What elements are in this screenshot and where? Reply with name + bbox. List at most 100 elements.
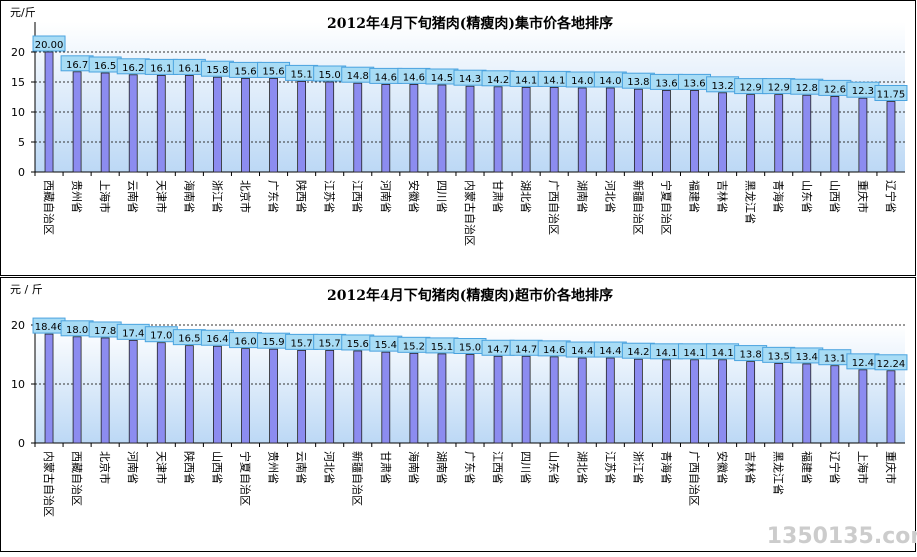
value-label: 16.5: [178, 334, 200, 345]
value-label: 13.5: [768, 351, 790, 362]
x-tick-label: 浙江省: [210, 180, 223, 213]
x-tick-label: 广西自治区: [688, 451, 702, 506]
x-tick-label: 上海市: [98, 180, 112, 213]
value-label: 14.7: [487, 344, 509, 355]
bar: [241, 348, 250, 444]
value-label: 14.5: [431, 73, 453, 84]
value-label: 16.2: [122, 63, 144, 74]
value-label: 14.3: [459, 74, 481, 85]
x-tick-label: 河南省: [379, 180, 392, 213]
value-label: 15.4: [375, 340, 397, 351]
value-label: 17.0: [150, 331, 172, 342]
value-label: 14.4: [599, 346, 621, 357]
value-label: 18.46: [35, 322, 64, 333]
bar: [690, 359, 699, 444]
x-tick-label: 海南省: [407, 451, 421, 484]
value-label: 14.0: [571, 76, 593, 87]
value-label: 14.2: [627, 347, 649, 358]
value-label: 14.1: [655, 348, 677, 359]
y-tick-label: 10: [11, 106, 25, 119]
value-label: 17.4: [122, 328, 144, 339]
value-label: 15.7: [290, 338, 312, 349]
x-tick-label: 上海市: [856, 451, 870, 484]
y-tick-label: 5: [18, 136, 25, 149]
value-label: 15.6: [234, 66, 256, 77]
value-label: 14.4: [571, 346, 593, 357]
bar: [156, 342, 166, 444]
value-label: 12.24: [877, 359, 906, 370]
bar: [156, 75, 166, 173]
bar: [830, 365, 840, 444]
x-tick-label: 四川省: [435, 180, 448, 213]
x-tick-label: 重庆市: [856, 180, 870, 213]
x-tick-label: 黑龙江省: [744, 180, 757, 224]
bar: [577, 357, 587, 444]
value-label: 13.2: [711, 81, 733, 92]
x-tick-label: 安徽省: [716, 451, 730, 484]
value-label: 14.2: [487, 75, 509, 86]
value-label: 15.2: [403, 341, 425, 352]
value-label: 12.6: [824, 84, 846, 95]
x-tick-label: 湖北省: [575, 451, 588, 484]
bar: [437, 353, 447, 444]
value-label: 14.6: [375, 72, 397, 83]
value-label: 16.1: [178, 63, 200, 74]
value-label-box: [874, 354, 908, 371]
x-tick-label: 北京市: [238, 180, 252, 213]
y-tick-label: 0: [18, 437, 25, 450]
value-label: 14.0: [599, 76, 621, 87]
x-tick-label: 吉林省: [744, 451, 758, 484]
value-label: 14.1: [543, 75, 565, 86]
x-tick-label: 广东省: [463, 451, 476, 484]
x-tick-label: 河南省: [126, 451, 139, 484]
x-tick-label: 北京市: [98, 451, 112, 484]
x-tick-label: 黑龙江省: [772, 451, 785, 495]
bar: [886, 101, 896, 173]
value-label: 15.1: [431, 342, 453, 353]
x-tick-label: 山西省: [828, 180, 841, 213]
bar: [858, 97, 868, 173]
value-label: 15.7: [319, 338, 341, 349]
bar: [605, 87, 615, 173]
value-label: 14.1: [515, 75, 537, 86]
y-tick-label: 20: [11, 46, 25, 59]
chart-title: 2012年4月下旬猪肉(精瘦肉)超市价各地排序: [327, 287, 613, 304]
x-tick-label: 江西省: [351, 180, 364, 213]
x-tick-label: 江苏省: [323, 180, 336, 213]
value-label: 12.9: [768, 83, 790, 94]
watermark: 1350135.com: [767, 524, 917, 549]
x-tick-label: 安徽省: [407, 180, 421, 213]
bar: [269, 348, 278, 444]
value-label: 15.9: [262, 337, 284, 348]
bar: [353, 350, 363, 444]
bar: [325, 349, 335, 444]
value-label: 13.8: [740, 350, 762, 361]
x-tick-label: 云南省: [126, 180, 139, 213]
bar: [549, 87, 559, 173]
bar: [662, 359, 671, 444]
x-tick-label: 江苏省: [603, 451, 616, 484]
x-tick-label: 浙江省: [631, 451, 644, 484]
x-tick-label: 宁夏自治区: [659, 180, 673, 235]
bar: [465, 85, 475, 173]
bar: [353, 82, 363, 173]
value-label-box: [874, 85, 908, 101]
y-axis-label: 元/斤: [10, 6, 36, 19]
x-tick-label: 四川省: [519, 451, 532, 484]
bar: [549, 356, 559, 444]
x-tick-label: 山东省: [547, 451, 560, 484]
x-tick-label: 江西省: [491, 451, 504, 484]
bar: [381, 84, 391, 173]
x-tick-label: 新疆自治区: [631, 180, 645, 235]
x-tick-label: 重庆市: [884, 451, 898, 484]
value-label: 14.8: [347, 71, 369, 82]
bar: [184, 345, 194, 444]
bar: [44, 51, 54, 173]
bar: [465, 354, 475, 444]
x-tick-label: 辽宁省: [884, 180, 898, 213]
x-tick-label: 西藏自治区: [70, 451, 84, 506]
bar: [633, 88, 643, 173]
bar: [802, 94, 812, 173]
bar: [690, 90, 699, 173]
x-tick-label: 贵州省: [70, 180, 83, 213]
